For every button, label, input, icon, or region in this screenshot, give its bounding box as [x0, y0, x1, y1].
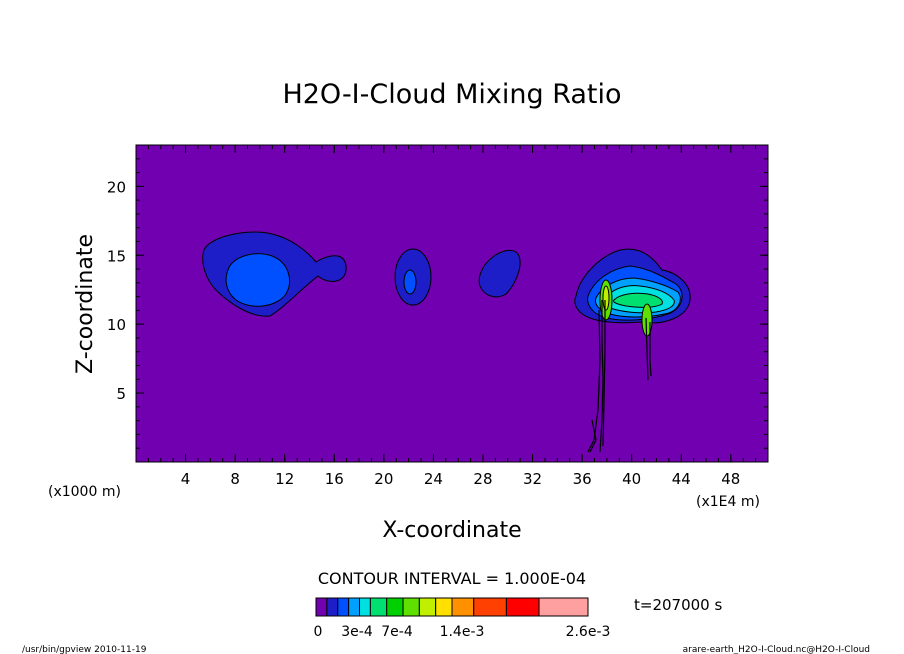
colorbar-swatch	[435, 597, 453, 617]
x-tick-label: 4	[181, 470, 191, 488]
precip-streak	[645, 317, 649, 381]
colorbar-label: 0	[314, 624, 323, 640]
contour-interval-text: CONTOUR INTERVAL = 1.000E-04	[318, 569, 586, 588]
x-tick-label: 44	[672, 470, 691, 488]
plot-frame	[135, 144, 769, 463]
x-tick-label: 36	[573, 470, 592, 488]
plot-area	[135, 144, 769, 463]
colorbar-swatch	[538, 597, 589, 617]
colorbar-swatch	[348, 597, 361, 617]
cloud-2-inner	[403, 269, 417, 295]
precip-streak	[587, 309, 601, 453]
cloud-4-core-1b	[602, 285, 610, 311]
x-tick-label: 16	[325, 470, 344, 488]
y-axis-label: Z-coordinate	[73, 234, 98, 374]
colorbar-label: 2.6e-3	[566, 624, 611, 640]
cloud-3-outer	[478, 249, 521, 298]
y-axis: 5 10 15 20	[107, 158, 768, 449]
colorbar-swatch	[369, 597, 388, 617]
colorbar-label: 3e-4	[341, 624, 373, 640]
footer-left-text: /usr/bin/gpview 2010-11-19	[22, 645, 147, 654]
colorbar: 0 3e-4 7e-4 1.4e-3 2.6e-3	[314, 597, 611, 640]
colorbar-swatch	[337, 597, 350, 617]
precip-streak	[599, 300, 604, 453]
x-tick-label: 24	[424, 470, 443, 488]
colorbar-swatch	[315, 597, 328, 617]
colorbar-label: 7e-4	[381, 624, 413, 640]
footer-right-text: arare-earth_H2O-I-Cloud.nc@H2O-I-Cloud	[683, 645, 870, 654]
cloud-1-inner	[225, 253, 290, 307]
colorbar-swatch	[402, 597, 420, 617]
colorbar-swatch	[505, 597, 540, 617]
x-tick-label: 32	[523, 470, 542, 488]
colorbar-swatch	[326, 597, 339, 617]
time-text: t=207000 s	[634, 596, 722, 614]
x-tick-label: 20	[374, 470, 393, 488]
precip-streak	[589, 419, 597, 453]
colorbar-swatch	[451, 597, 475, 617]
colorbar-swatch	[473, 597, 507, 617]
y-tick-label: 5	[116, 385, 126, 403]
x-tick-label: 40	[622, 470, 641, 488]
x-unit-label: (x1E4 m)	[696, 494, 760, 510]
colorbar-label: 1.4e-3	[440, 624, 485, 640]
y-tick-label: 10	[107, 316, 126, 334]
colorbar-swatch	[418, 597, 437, 617]
colorbar-swatch	[359, 597, 371, 617]
x-tick-label: 12	[275, 470, 294, 488]
chart-title: H2O-I-Cloud Mixing Ratio	[282, 79, 621, 110]
y-tick-label: 20	[107, 178, 126, 196]
x-axis-label: X-coordinate	[382, 518, 521, 543]
cloud-4-l5	[613, 292, 663, 308]
y-unit-label: (x1000 m)	[48, 484, 121, 500]
precip-streak	[602, 300, 606, 447]
colorbar-swatch	[386, 597, 404, 617]
x-axis: 4 8 12 16 20 24 28 32 36 40 44 48	[147, 145, 757, 488]
y-tick-label: 15	[107, 247, 126, 265]
x-tick-label: 8	[230, 470, 240, 488]
x-tick-label: 28	[473, 470, 492, 488]
x-tick-label: 48	[721, 470, 740, 488]
precip-streak	[649, 322, 652, 377]
